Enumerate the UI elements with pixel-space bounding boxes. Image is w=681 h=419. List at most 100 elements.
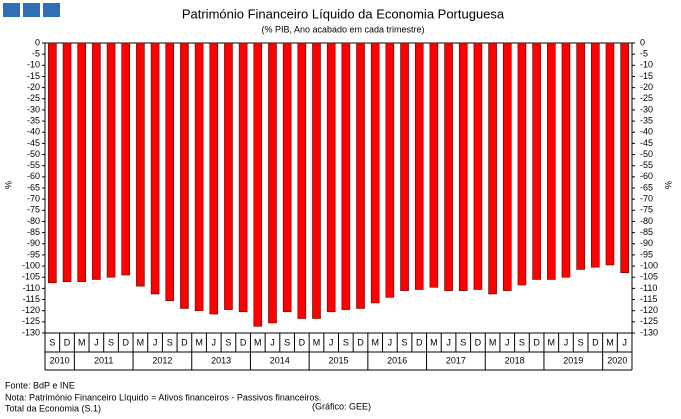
x-tick-label: D — [416, 337, 423, 347]
bar — [458, 42, 468, 291]
y2-tick-label: -70 — [640, 194, 653, 204]
x-tick-label: M — [548, 337, 556, 347]
bar — [150, 42, 160, 295]
chart-title: Património Financeiro Líquido da Economi… — [182, 6, 505, 21]
year-label: 2011 — [94, 355, 113, 365]
x-tick-label: S — [460, 337, 466, 347]
chart-subtitle: (% PIB, Ano acabado em cada trimestre) — [261, 24, 424, 34]
y2-tick-label: -30 — [640, 104, 653, 114]
y2-tick-label: -65 — [640, 182, 653, 192]
y-tick-label: -35 — [27, 115, 40, 125]
bar — [312, 42, 321, 319]
x-tick-label: D — [475, 337, 482, 347]
y-tick-label: -10 — [27, 60, 40, 70]
bar — [121, 42, 131, 276]
x-tick-label: M — [606, 337, 614, 347]
x-tick-label: M — [371, 337, 379, 347]
y2-tick-label: -5 — [640, 49, 648, 59]
year-label: 2014 — [270, 355, 290, 365]
x-tick-label: S — [49, 337, 55, 347]
bar — [268, 42, 277, 324]
y-tick-label: -95 — [27, 249, 40, 259]
year-label: 2013 — [211, 355, 231, 365]
y-tick-label: -105 — [22, 272, 40, 282]
credit: (Gráfico: GEE) — [312, 401, 371, 411]
y2-tick-label: -50 — [640, 149, 653, 159]
bar — [106, 42, 116, 278]
plot-frame — [44, 42, 633, 334]
y2-tick-label: -125 — [640, 316, 658, 326]
bar — [517, 42, 527, 286]
bar — [238, 42, 248, 313]
bar — [473, 42, 483, 290]
y-axis-label: % — [3, 181, 13, 189]
y2-tick-label: -45 — [640, 138, 653, 148]
bar — [62, 42, 72, 282]
bar — [92, 42, 101, 280]
bar — [370, 42, 380, 304]
y2-tick-label: -95 — [640, 249, 653, 259]
y-tick-label: -110 — [23, 283, 40, 293]
y-tick-label: -65 — [27, 182, 40, 192]
x-tick-label: D — [122, 337, 129, 347]
x-tick-label: S — [284, 337, 290, 347]
y-tick-label: -55 — [27, 160, 40, 170]
y2-tick-label: -55 — [640, 160, 653, 170]
year-label: 2020 — [607, 355, 627, 365]
y2-tick-label: -115 — [640, 294, 657, 304]
y-tick-label: -130 — [22, 327, 40, 337]
note: Fonte: BdP e INE — [5, 380, 75, 390]
x-tick-label: D — [240, 337, 247, 347]
logo-block — [43, 3, 60, 17]
bar — [546, 42, 556, 280]
year-label: 2010 — [50, 355, 70, 365]
y2-tick-label: -85 — [640, 227, 653, 237]
y2-tick-label: -105 — [640, 272, 658, 282]
y-tick-label: -30 — [27, 104, 40, 114]
x-tick-label: J — [622, 337, 627, 347]
y2-tick-label: -110 — [640, 283, 657, 293]
y-tick-label: -25 — [27, 93, 40, 103]
y2-tick-label: -75 — [640, 205, 653, 215]
y-tick-label: -125 — [22, 316, 40, 326]
logo-block — [3, 3, 20, 17]
year-label: 2017 — [446, 355, 466, 365]
y2-tick-label: -100 — [640, 260, 658, 270]
x-tick-label: J — [153, 337, 158, 347]
x-tick-label: J — [212, 337, 217, 347]
x-tick-label: J — [505, 337, 510, 347]
y-tick-label: -60 — [27, 171, 40, 181]
bar — [194, 42, 204, 311]
bar — [297, 42, 307, 319]
x-tick-label: J — [270, 337, 275, 347]
bar — [77, 42, 86, 282]
bar — [136, 42, 145, 287]
x-tick-label: M — [78, 337, 86, 347]
year-label: 2015 — [328, 355, 348, 365]
bar — [341, 42, 351, 310]
y2-tick-label: 0 — [640, 37, 645, 47]
x-tick-label: S — [519, 337, 525, 347]
bar — [502, 42, 512, 291]
y2-tick-label: -130 — [640, 327, 658, 337]
y2-tick-label: -40 — [640, 127, 653, 137]
bar — [532, 42, 541, 280]
bar — [253, 42, 263, 327]
y-tick-label: -5 — [32, 49, 40, 59]
x-tick-label: M — [137, 337, 145, 347]
y-tick-label: -20 — [27, 82, 40, 92]
bar — [444, 42, 453, 291]
y2-tick-label: -35 — [640, 115, 653, 125]
y2-tick-label: -90 — [640, 238, 653, 248]
y-tick-label: 0 — [35, 37, 40, 47]
y-tick-label: -80 — [27, 216, 40, 226]
x-tick-label: S — [108, 337, 114, 347]
y-tick-label: -85 — [27, 227, 40, 237]
bar — [165, 42, 175, 301]
y2-tick-label: -10 — [640, 60, 653, 70]
x-tick-label: S — [225, 337, 231, 347]
x-tick-label: D — [592, 337, 599, 347]
bar — [620, 42, 629, 274]
x-tick-label: M — [313, 337, 321, 347]
x-tick-label: D — [533, 337, 540, 347]
